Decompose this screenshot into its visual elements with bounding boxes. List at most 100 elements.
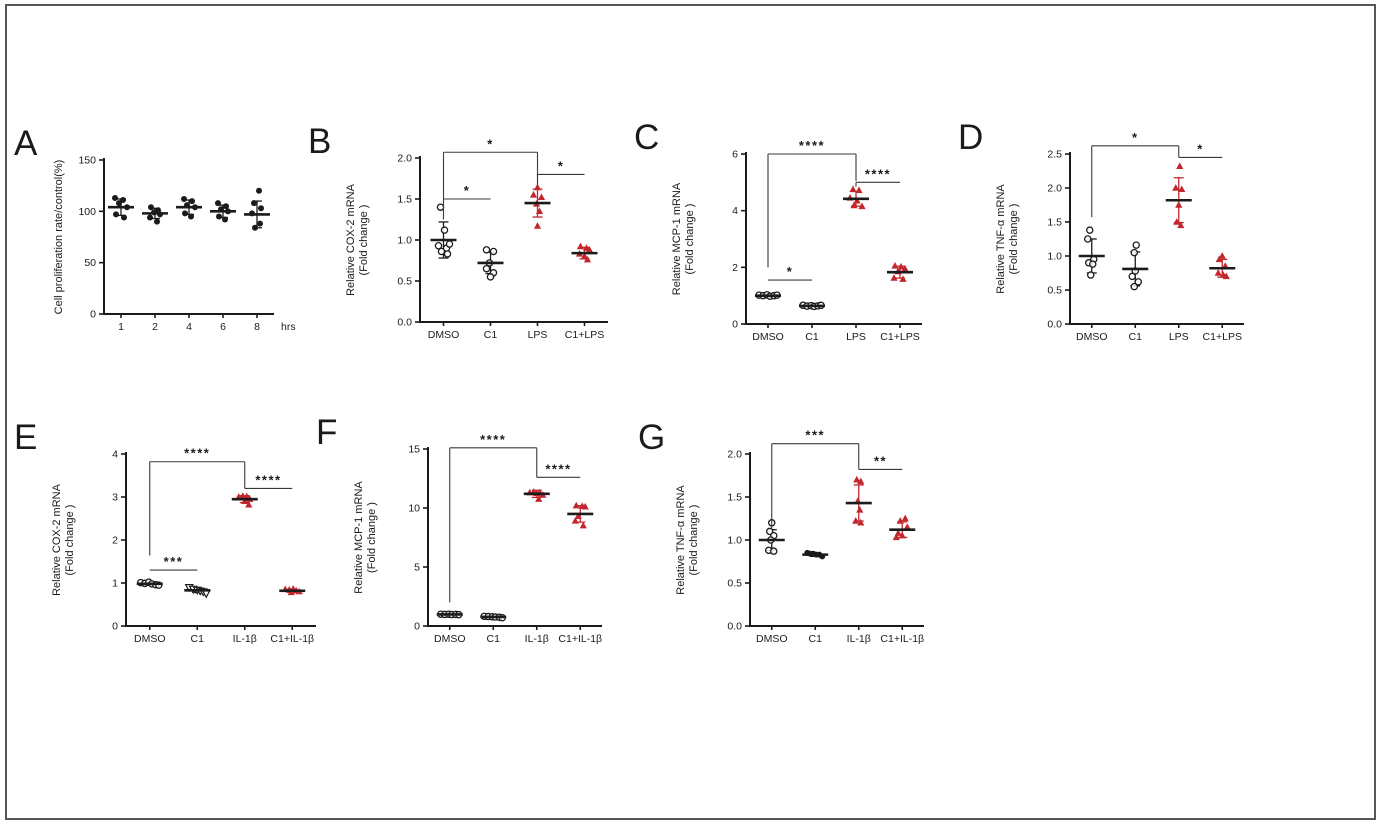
significance-stars: **** (799, 138, 825, 153)
significance-stars: *** (805, 428, 825, 443)
panel-C-chart: 0 2 4 6 DMSO C1 LPS C1+LPS Relative MCP-1 mRNA (F… (671, 138, 922, 343)
panel-F-chart: 0 5 10 15 DMSO C1 IL-1β C1+IL-1β Relative MCP-1 … (353, 432, 602, 645)
y-tick-label: 2.5 (1047, 149, 1062, 161)
x-category-label: C1+IL-1β (270, 633, 314, 645)
y-tick-label: 10 (408, 503, 420, 515)
significance-stars: * (487, 136, 494, 151)
y-tick-label: 2.0 (727, 449, 742, 461)
panel-letter-E: E (14, 418, 38, 457)
x-category-label: C1 (1129, 331, 1143, 343)
y-axis-label-line: (Fold change ) (64, 505, 76, 576)
y-tick-label: 6 (732, 149, 738, 161)
x-category-label: C1+IL-1β (558, 633, 602, 645)
significance-stars: * (787, 264, 794, 279)
x-category-label: DMSO (752, 331, 784, 343)
significance-stars: **** (480, 432, 506, 447)
panel-D: D 0.0 0.5 1.0 1.5 2.0 2.5 DMSO C1 LPS C1+LPS Relati… (958, 120, 1260, 358)
y-tick-label: 0 (414, 621, 420, 633)
panel-D-chart: 0.0 0.5 1.0 1.5 2.0 2.5 DMSO C1 LPS C1+LPS Relativ… (995, 130, 1244, 343)
significance-stars: **** (184, 446, 210, 461)
significance-stars: **** (255, 472, 281, 487)
x-category-label: DMSO (134, 633, 166, 645)
panel-letter-D: D (958, 118, 984, 157)
x-category-label: LPS (846, 331, 866, 343)
x-category-label: 1 (118, 321, 124, 333)
y-tick-label: 15 (408, 444, 420, 456)
panel-B: B 0.0 0.5 1.0 1.5 2.0 DMSO C1 LPS C1+LPS Relative … (308, 124, 624, 356)
panel-letter-A: A (14, 124, 38, 163)
panel-A: A 0 50 100 150 1 2 4 6 8 hrs Cell proliferation rat… (14, 126, 314, 348)
x-category-label: 8 (254, 321, 260, 333)
y-tick-label: 0.5 (727, 578, 742, 590)
x-axis-label: hrs (281, 321, 296, 333)
y-tick-label: 2.0 (1047, 183, 1062, 195)
y-tick-label: 4 (112, 449, 118, 461)
y-tick-label: 1.5 (397, 194, 412, 206)
significance-stars: * (1132, 130, 1139, 145)
x-category-label: DMSO (756, 633, 788, 645)
x-category-label: 6 (220, 321, 226, 333)
y-tick-label: 0.0 (397, 317, 412, 329)
y-tick-label: 1.0 (727, 535, 742, 547)
y-axis-label-line: (Fold change ) (1008, 204, 1020, 275)
x-category-label: DMSO (434, 633, 466, 645)
significance-stars: * (558, 158, 565, 173)
panel-E-chart: 0 1 2 3 4 DMSO C1 IL-1β C1+IL-1β Relative COX-2 m… (51, 446, 316, 645)
y-axis-label-line: (Fold change ) (688, 505, 700, 576)
y-tick-label: 0.0 (727, 621, 742, 633)
y-axis-label-line: Relative TNF-α mRNA (675, 485, 687, 595)
y-tick-label: 0.0 (1047, 319, 1062, 331)
x-category-label: C1 (487, 633, 501, 645)
significance-stars: **** (865, 166, 891, 181)
y-tick-label: 2 (732, 262, 738, 274)
y-axis-label-line: Relative MCP-1 mRNA (671, 182, 683, 295)
y-tick-label: 1.0 (397, 235, 412, 247)
x-category-label: C1+LPS (880, 331, 919, 343)
x-category-label: 2 (152, 321, 158, 333)
x-category-label: C1+IL-1β (880, 633, 924, 645)
y-axis-label-line: (Fold change ) (358, 205, 370, 276)
x-category-label: 4 (186, 321, 192, 333)
y-tick-label: 1.5 (1047, 217, 1062, 229)
y-axis-label-line: Relative MCP-1 mRNA (353, 481, 365, 594)
panel-F: F 0 5 10 15 DMSO C1 IL-1β C1+IL-1β Relative MCP-1… (316, 415, 618, 660)
significance-stars: ** (874, 453, 887, 468)
panel-B-chart: 0.0 0.5 1.0 1.5 2.0 DMSO C1 LPS C1+LPS Relative C… (345, 136, 608, 341)
x-category-label: DMSO (1076, 331, 1108, 343)
x-category-label: C1 (809, 633, 823, 645)
y-tick-label: 4 (732, 205, 738, 217)
y-axis-label-line: (Fold change ) (366, 502, 378, 573)
y-tick-label: 0 (112, 621, 118, 633)
panel-letter-C: C (634, 118, 660, 157)
panel-letter-B: B (308, 122, 332, 161)
panel-E: E 0 1 2 3 4 DMSO C1 IL-1β C1+IL-1β Relative COX-2 … (14, 420, 332, 660)
significance-stars: * (1197, 141, 1204, 156)
y-tick-label: 3 (112, 492, 118, 504)
y-axis-label-line: Relative COX-2 mRNA (345, 183, 357, 296)
x-category-label: LPS (528, 329, 548, 341)
y-axis-label-line: Relative COX-2 mRNA (51, 483, 63, 596)
y-tick-label: 1.0 (1047, 251, 1062, 263)
x-category-label: C1 (805, 331, 819, 343)
x-category-label: C1+LPS (565, 329, 604, 341)
x-category-label: DMSO (428, 329, 460, 341)
panel-letter-F: F (316, 413, 338, 452)
y-axis-label-line: (Fold change ) (684, 204, 696, 275)
y-tick-label: 0 (90, 309, 96, 321)
x-category-label: IL-1β (233, 633, 257, 645)
y-tick-label: 50 (84, 257, 96, 269)
panel-C: C 0 2 4 6 DMSO C1 LPS C1+LPS Relative MCP-1 mRNA(… (634, 120, 938, 358)
y-tick-label: 0.5 (397, 276, 412, 288)
y-tick-label: 150 (78, 155, 96, 167)
panel-G-chart: 0.0 0.5 1.0 1.5 2.0 DMSO C1 IL-1β C1+IL-1β Relati… (675, 428, 924, 645)
significance-stars: * (464, 183, 471, 198)
panel-A-chart: 0 50 100 150 1 2 4 6 8 hrs Cell proliferation rate… (53, 155, 296, 334)
y-tick-label: 0 (732, 319, 738, 331)
y-tick-label: 0.5 (1047, 285, 1062, 297)
significance-stars: *** (164, 554, 184, 569)
y-axis-label-line: Relative TNF-α mRNA (995, 184, 1007, 294)
panel-G: G 0.0 0.5 1.0 1.5 2.0 DMSO C1 IL-1β C1+IL-1β Relat… (638, 420, 940, 660)
x-category-label: LPS (1169, 331, 1189, 343)
panel-letter-G: G (638, 418, 666, 457)
y-tick-label: 1 (112, 578, 118, 590)
